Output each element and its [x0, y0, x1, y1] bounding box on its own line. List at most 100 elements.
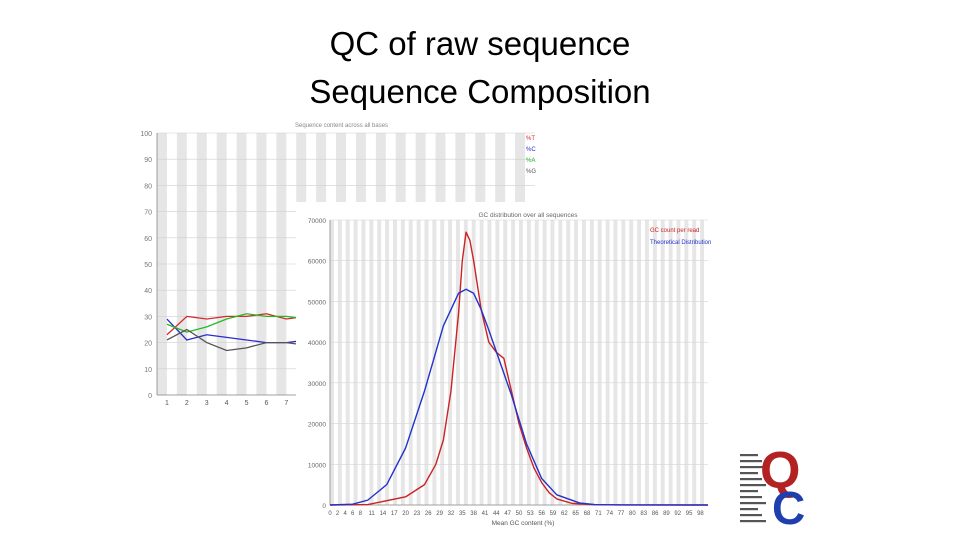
x-tick-label: 47 — [504, 511, 511, 517]
logo-q-letter: Q — [760, 442, 800, 500]
grid-band — [550, 220, 555, 505]
slide-subtitle: Sequence Composition — [309, 73, 651, 110]
grid-band — [511, 220, 516, 505]
grid-band — [393, 220, 397, 505]
x-axis-label: Mean GC content (%) — [492, 520, 555, 527]
x-tick-label: 35 — [459, 511, 466, 517]
grid-band — [440, 220, 445, 505]
x-tick-label: 11 — [368, 511, 375, 517]
x-tick-label: 4 — [225, 400, 229, 407]
grid-band — [337, 220, 342, 505]
grid-band — [660, 220, 665, 505]
y-tick-label: 0 — [148, 393, 152, 400]
x-tick-label: 32 — [448, 511, 455, 517]
x-tick-label: 29 — [436, 511, 443, 517]
legend-entry: %G — [526, 169, 536, 175]
x-tick-label: 53 — [527, 511, 534, 517]
legend-entry: Theoretical Distribution — [650, 240, 711, 246]
y-tick-label: 10000 — [308, 462, 326, 469]
grid-band — [400, 220, 405, 505]
y-tick-label: 30000 — [308, 381, 326, 388]
grid-band — [345, 220, 350, 505]
y-tick-label: 20 — [144, 341, 152, 348]
x-tick-label: 8 — [359, 511, 363, 517]
x-tick-label: 20 — [402, 511, 409, 517]
series-line — [329, 288, 709, 506]
legend-entry: %C — [526, 147, 536, 153]
y-tick-label: 50000 — [308, 299, 326, 306]
logo-line — [740, 478, 762, 481]
grid-band — [582, 220, 586, 505]
x-tick-label: 98 — [697, 511, 704, 517]
grid-band — [416, 220, 421, 505]
grid-band — [542, 220, 547, 505]
x-tick-label: 26 — [425, 511, 432, 517]
x-tick-label: 6 — [351, 511, 355, 517]
x-tick-label: 74 — [606, 511, 613, 517]
grid-band — [574, 220, 579, 505]
logo-c-letter: C — [772, 482, 805, 526]
x-tick-label: 3 — [205, 400, 209, 407]
x-tick-label: 50 — [516, 511, 523, 517]
x-tick-label: 68 — [584, 511, 591, 517]
x-tick-label: 38 — [470, 511, 477, 517]
grid-band — [605, 220, 610, 505]
x-tick-label: 0 — [328, 511, 332, 517]
grid-band — [519, 220, 523, 505]
y-tick-label: 60 — [144, 236, 152, 243]
grid-band — [471, 220, 476, 505]
logo-line — [740, 502, 766, 505]
slide-title: QC of raw sequence — [329, 25, 631, 62]
x-tick-label: 62 — [561, 511, 568, 517]
y-tick-label: 40000 — [308, 340, 326, 347]
logo-line — [740, 484, 766, 487]
grid-band — [589, 220, 594, 505]
logo-line — [740, 490, 758, 493]
x-tick-label: 2 — [185, 400, 189, 407]
grid-band — [692, 220, 697, 505]
grid-band — [385, 220, 390, 505]
grid-band — [676, 220, 681, 505]
y-tick-label: 10 — [144, 367, 152, 374]
x-tick-label: 71 — [595, 511, 602, 517]
x-tick-label: 44 — [493, 511, 500, 517]
grid-band — [369, 220, 374, 505]
grid-band — [330, 220, 334, 505]
grid-band — [637, 220, 642, 505]
grid-band — [479, 220, 484, 505]
y-tick-label: 70000 — [308, 218, 326, 225]
logo-line — [740, 514, 762, 517]
logo-line — [740, 466, 766, 469]
grid-band — [629, 220, 634, 505]
y-tick-label: 80 — [144, 183, 152, 190]
grid-band — [353, 220, 358, 505]
y-tick-label: 50 — [144, 262, 152, 269]
grid-band — [597, 220, 602, 505]
y-tick-label: 40 — [144, 288, 152, 295]
x-tick-label: 5 — [245, 400, 249, 407]
grid-band — [700, 220, 705, 505]
x-tick-label: 7 — [284, 400, 288, 407]
grid-band — [495, 220, 500, 505]
y-tick-label: 0 — [322, 503, 326, 510]
logo-line — [740, 496, 762, 499]
y-tick-label: 30 — [144, 314, 152, 321]
grid-band — [448, 220, 453, 505]
grid-band — [534, 220, 539, 505]
logo-line — [740, 454, 758, 457]
qc-logo-icon: Q C — [740, 442, 805, 534]
grid-band — [558, 220, 563, 505]
grid-band — [645, 220, 649, 505]
logo-line — [740, 508, 758, 511]
grid-band — [684, 220, 689, 505]
gc-distribution-chart: 0 10000 20000 30000 40000 50000 60000 70000 0 2 4 6… — [296, 202, 736, 530]
x-tick-label: 80 — [629, 511, 636, 517]
x-tick-label: 14 — [380, 511, 387, 517]
x-tick-label: 1 — [165, 400, 169, 407]
grid-band — [613, 220, 618, 505]
grid-band — [621, 220, 626, 505]
logo-speed-lines — [740, 454, 766, 523]
fastqc-logo: Q C — [740, 440, 820, 534]
logo-line — [740, 460, 762, 463]
